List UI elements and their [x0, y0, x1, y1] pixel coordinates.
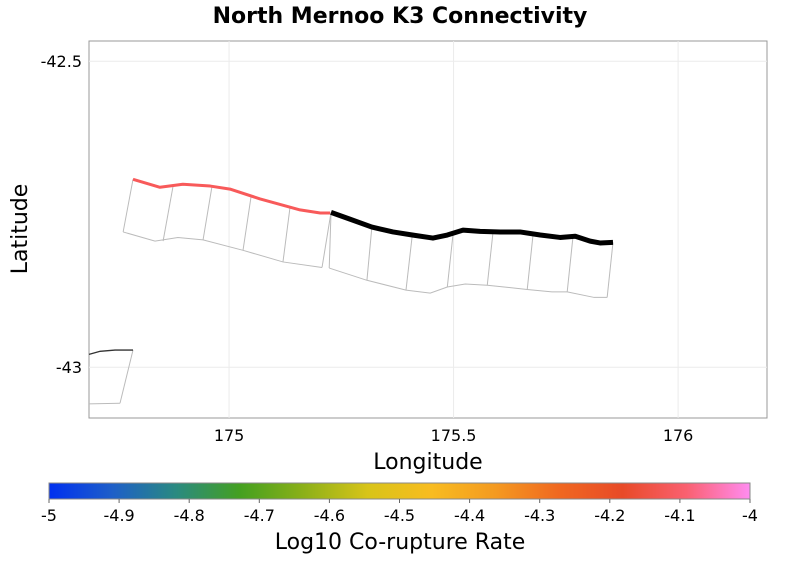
- chart-title: North Mernoo K3 Connectivity: [213, 4, 588, 29]
- subsection-divider: [566, 236, 574, 292]
- colorbar-tick-label: -4.9: [103, 506, 134, 525]
- x-tick-label: 176: [663, 426, 694, 445]
- x-tick-label: 175.5: [431, 426, 477, 445]
- subsection-divider: [405, 234, 413, 291]
- subsection-divider: [486, 231, 494, 286]
- colorbar-tick-label: -4.5: [384, 506, 415, 525]
- fault-trace: [132, 177, 331, 215]
- colorbar-tick-label: -4.7: [244, 506, 275, 525]
- y-tick-label: -42.5: [41, 52, 82, 71]
- subsection-divider: [119, 349, 134, 404]
- section-bottom-outline: [88, 402, 120, 405]
- subsection-divider: [321, 212, 332, 268]
- subsection-divider: [122, 179, 134, 233]
- colorbar-tick-label: -4: [742, 506, 758, 525]
- subsection-divider: [526, 234, 534, 290]
- subsection-divider: [162, 186, 174, 242]
- subsection-divider: [282, 206, 291, 263]
- subsection-divider: [606, 242, 614, 298]
- colorbar-tick-label: -4.8: [174, 506, 205, 525]
- colorbar-tick-label: -4.4: [454, 506, 485, 525]
- subsection-divider: [202, 185, 213, 240]
- y-axis-label: Latitude: [8, 184, 33, 275]
- colorbar-label: Log10 Co-rupture Rate: [275, 530, 526, 555]
- grid-lines: [89, 41, 767, 418]
- subsection-divider: [328, 212, 332, 269]
- x-axis-label: Longitude: [373, 450, 482, 475]
- x-tick-label: 175: [214, 426, 245, 445]
- fault-section-source: [328, 210, 614, 298]
- colorbar-tick-label: -4.6: [314, 506, 345, 525]
- subsection-divider: [242, 196, 252, 251]
- fault-trace: [330, 210, 614, 246]
- fault-section-corupture: [122, 177, 332, 268]
- subsection-divider: [366, 227, 373, 281]
- colorbar-tick-label: -4.2: [594, 506, 625, 525]
- fault-trace: [88, 349, 134, 355]
- section-bottom-outline: [329, 267, 608, 298]
- plot-area: [88, 40, 768, 419]
- colorbar-ticks: -5 -4.9 -4.8 -4.7 -4.6 -4.5 -4.4 -4.3 -4.2 -4.1 -4: [41, 499, 758, 525]
- y-tick-label: -43: [56, 358, 82, 377]
- colorbar-tick-label: -5: [41, 506, 57, 525]
- colorbar-tick-label: -4.3: [524, 506, 555, 525]
- fault-section-other: [88, 349, 134, 405]
- subsection-divider: [446, 233, 454, 288]
- colorbar-tick-label: -4.1: [664, 506, 695, 525]
- fault-sections: [88, 177, 614, 405]
- colorbar: [48, 482, 751, 500]
- axis-ticks: 175 175.5 176 -42.5 -43: [41, 52, 694, 445]
